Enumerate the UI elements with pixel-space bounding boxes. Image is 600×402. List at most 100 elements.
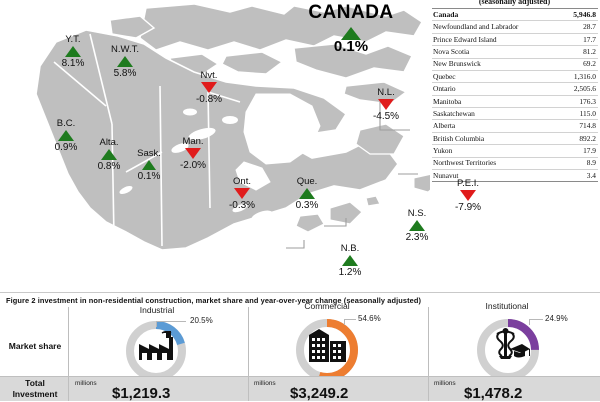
table-cell-name: Prince Edward Island xyxy=(432,33,561,47)
category-label-commercial: Commercial xyxy=(304,301,350,311)
table-cell-name: Manitoba xyxy=(432,95,561,109)
table-cell-value: 1,316.0 xyxy=(560,70,598,84)
province-marker-pei: P.E.I. -7.9% xyxy=(437,178,499,214)
table-cell-value: 176.3 xyxy=(560,95,598,109)
province-value-ns: 2.3% xyxy=(405,232,429,243)
table-row: Nunavut 3.4 xyxy=(432,169,598,183)
trend-down-icon-man xyxy=(185,148,201,159)
leader-line xyxy=(529,319,530,325)
table-cell-name: New Brunswick xyxy=(432,58,561,71)
table-cell-value: 714.8 xyxy=(560,119,598,133)
table-row: British Columbia 892.2 xyxy=(432,132,598,146)
table-cell-value: 3.4 xyxy=(560,169,598,183)
table-cell-name: British Columbia xyxy=(432,132,561,146)
province-value-sask: 0.1% xyxy=(137,171,161,182)
table-row: Quebec 1,316.0 xyxy=(432,70,598,84)
province-marker-bc: B.C. 0.9% xyxy=(35,118,97,154)
province-marker-man: Man. -2.0% xyxy=(162,136,224,172)
table-row: Yukon 17.9 xyxy=(432,144,598,158)
table-row: Prince Edward Island 17.7 xyxy=(432,33,598,47)
table-cell-value: 115.0 xyxy=(560,107,598,121)
province-label-nwt: N.W.T. xyxy=(111,44,139,55)
figure2-caption: Figure 2 investment in non-residential c… xyxy=(6,296,422,305)
province-label-nvt: Nvt. xyxy=(200,70,218,81)
province-value-que: 0.3% xyxy=(295,200,319,211)
factory-icon xyxy=(139,331,173,360)
table-cell-name: Saskatchewan xyxy=(432,107,561,121)
share-value-institutional: 24.9% xyxy=(545,314,568,323)
trend-up-icon-bc xyxy=(58,130,74,141)
province-label-pei: P.E.I. xyxy=(456,178,479,189)
leader-line xyxy=(344,319,345,325)
total-amount-industrial: $1,219.3 xyxy=(112,385,171,402)
province-value-man: -2.0% xyxy=(179,160,207,171)
province-label-alta: Alta. xyxy=(99,137,119,148)
province-marker-sask: Sask. 0.1% xyxy=(118,148,180,183)
table-row: Canada 5,946.8 xyxy=(432,7,598,22)
table-row: Alberta 714.8 xyxy=(432,119,598,133)
total-investment-label: Total Investment xyxy=(4,378,66,400)
province-marker-alta: Alta. 0.8% xyxy=(78,137,140,173)
trend-up-icon-yt xyxy=(65,46,81,57)
market-share-row-label: Market share xyxy=(8,341,62,351)
map-title: CANADA xyxy=(308,2,394,23)
table-row: Ontario 2,505.6 xyxy=(432,82,598,96)
province-value-pei: -7.9% xyxy=(454,202,482,213)
office-building-icon xyxy=(309,329,346,362)
province-label-nl: N.L. xyxy=(377,87,395,98)
table-row: Newfoundland and Labrador 28.7 xyxy=(432,20,598,34)
leader-line xyxy=(156,321,157,327)
province-marker-yt: Y.T. 8.1% xyxy=(42,34,104,70)
caduceus-graduation-icon xyxy=(496,328,530,359)
province-value-bc: 0.9% xyxy=(54,142,78,153)
table-row: New Brunswick 69.2 xyxy=(432,58,598,71)
table-cell-name: Northwest Territories xyxy=(432,157,561,170)
category-label-institutional: Institutional xyxy=(485,301,529,311)
share-value-commercial: 54.6% xyxy=(358,314,381,323)
trend-up-icon-sask xyxy=(142,160,156,170)
table-cell-value: 69.2 xyxy=(560,58,598,71)
units-label-institutional: millions xyxy=(434,380,456,387)
province-value-nwt: 5.8% xyxy=(113,68,137,79)
table-cell-value: 81.2 xyxy=(560,45,598,59)
investment-table-panel: (seasonally adjusted) Canada 5,946.8 New… xyxy=(429,0,600,183)
province-label-nb: N.B. xyxy=(340,243,360,254)
province-marker-nl: N.L. -4.5% xyxy=(355,87,417,123)
leader-line xyxy=(529,319,543,320)
canada-trend-icon xyxy=(341,26,361,41)
table-cell-value: 5,946.8 xyxy=(560,7,598,22)
province-marker-que: Que. 0.3% xyxy=(276,176,338,212)
trend-up-icon-alta xyxy=(101,149,117,160)
column-divider xyxy=(68,307,69,385)
table-cell-value: 17.9 xyxy=(560,144,598,158)
trend-up-icon-nwt xyxy=(117,56,133,67)
table-cell-name: Newfoundland and Labrador xyxy=(432,20,561,34)
table-cell-name: Nunavut xyxy=(432,169,561,183)
trend-up-icon-que xyxy=(299,188,315,199)
table-cell-name: Ontario xyxy=(432,82,561,96)
table-cell-name: Nova Scotia xyxy=(432,45,561,59)
canada-value: 0.1% xyxy=(333,38,369,55)
table-cell-name: Alberta xyxy=(432,119,561,133)
column-divider xyxy=(68,377,69,401)
province-value-yt: 8.1% xyxy=(61,58,85,69)
table-row: Nova Scotia 81.2 xyxy=(432,45,598,59)
canada-map-panel: CANADA 0.1% Y.T. 8.1% N.W.T. 5.8% Nvt. -… xyxy=(35,2,430,278)
total-investment-row: Total Investment millions $1,219.3 milli… xyxy=(0,376,600,402)
table-cell-name: Canada xyxy=(432,7,561,22)
column-divider xyxy=(248,307,249,385)
trend-up-icon-nb xyxy=(342,255,358,266)
category-label-industrial: Industrial xyxy=(139,305,175,315)
units-label-industrial: millions xyxy=(75,380,97,387)
province-label-bc: B.C. xyxy=(56,118,76,129)
trend-up-icon-ns xyxy=(409,220,425,231)
province-label-ont: Ont. xyxy=(233,176,251,187)
total-investment-label-line1: Total xyxy=(25,378,45,388)
province-value-nl: -4.5% xyxy=(372,111,400,122)
leader-line xyxy=(344,319,356,320)
column-divider xyxy=(428,307,429,385)
province-value-nb: 1.2% xyxy=(338,267,362,278)
trend-down-icon-nl xyxy=(378,99,394,110)
province-marker-nvt: Nvt. -0.8% xyxy=(178,70,240,106)
units-label-commercial: millions xyxy=(254,380,276,387)
